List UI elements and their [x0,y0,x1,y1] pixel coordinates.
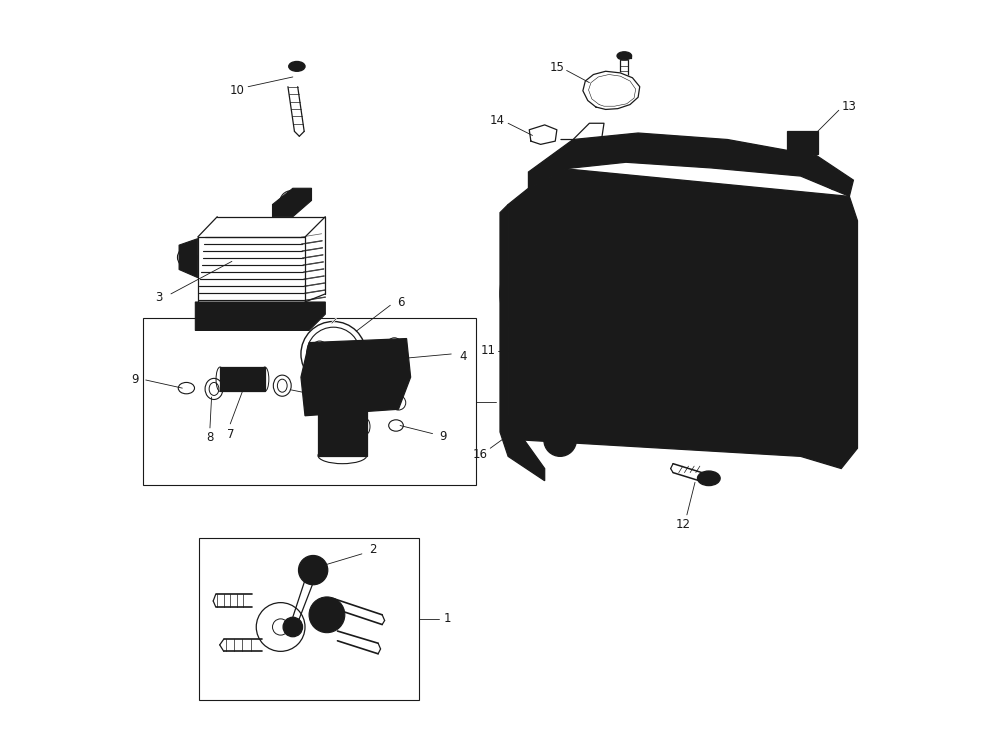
Text: 13: 13 [842,100,857,113]
Bar [318,411,367,456]
Circle shape [309,597,345,633]
Bar [819,335,844,349]
Polygon shape [508,169,857,468]
Polygon shape [529,125,557,145]
Bar [819,316,844,331]
Bar [819,411,844,426]
Polygon shape [273,188,312,217]
Polygon shape [179,239,198,277]
Ellipse shape [289,62,305,71]
Bar [787,131,818,154]
Text: 11: 11 [480,344,495,357]
Polygon shape [528,133,853,197]
Bar [220,367,265,391]
Polygon shape [500,205,545,481]
Circle shape [283,617,303,636]
Text: 8: 8 [206,431,214,444]
Bar [819,240,844,255]
Text: 9: 9 [131,373,139,385]
Bar [819,392,844,407]
Polygon shape [195,302,325,330]
Text: 1: 1 [443,612,451,625]
Circle shape [286,304,291,308]
Bar [819,259,844,274]
Text: 14: 14 [490,114,505,126]
Text: 9: 9 [439,429,447,443]
Bar [819,354,844,368]
Text: 12: 12 [675,518,690,531]
Text: 3: 3 [155,291,162,305]
Ellipse shape [697,471,720,486]
Text: 4: 4 [460,350,467,363]
Bar [819,278,844,293]
Text: 6: 6 [397,296,405,308]
Text: 2: 2 [369,543,376,556]
Bar [819,373,844,388]
Ellipse shape [617,52,632,60]
Polygon shape [583,71,640,109]
Text: 5: 5 [500,395,508,408]
Bar [819,297,844,312]
Circle shape [544,424,576,457]
Bar [518,406,541,429]
Text: 15: 15 [549,61,564,73]
Circle shape [299,556,328,585]
Circle shape [217,304,222,308]
Text: 7: 7 [227,428,234,441]
Bar [199,537,419,700]
Polygon shape [301,338,411,415]
Text: 8: 8 [339,392,346,405]
Bar [143,319,476,485]
Text: 16: 16 [473,448,488,461]
Text: 10: 10 [230,84,245,98]
